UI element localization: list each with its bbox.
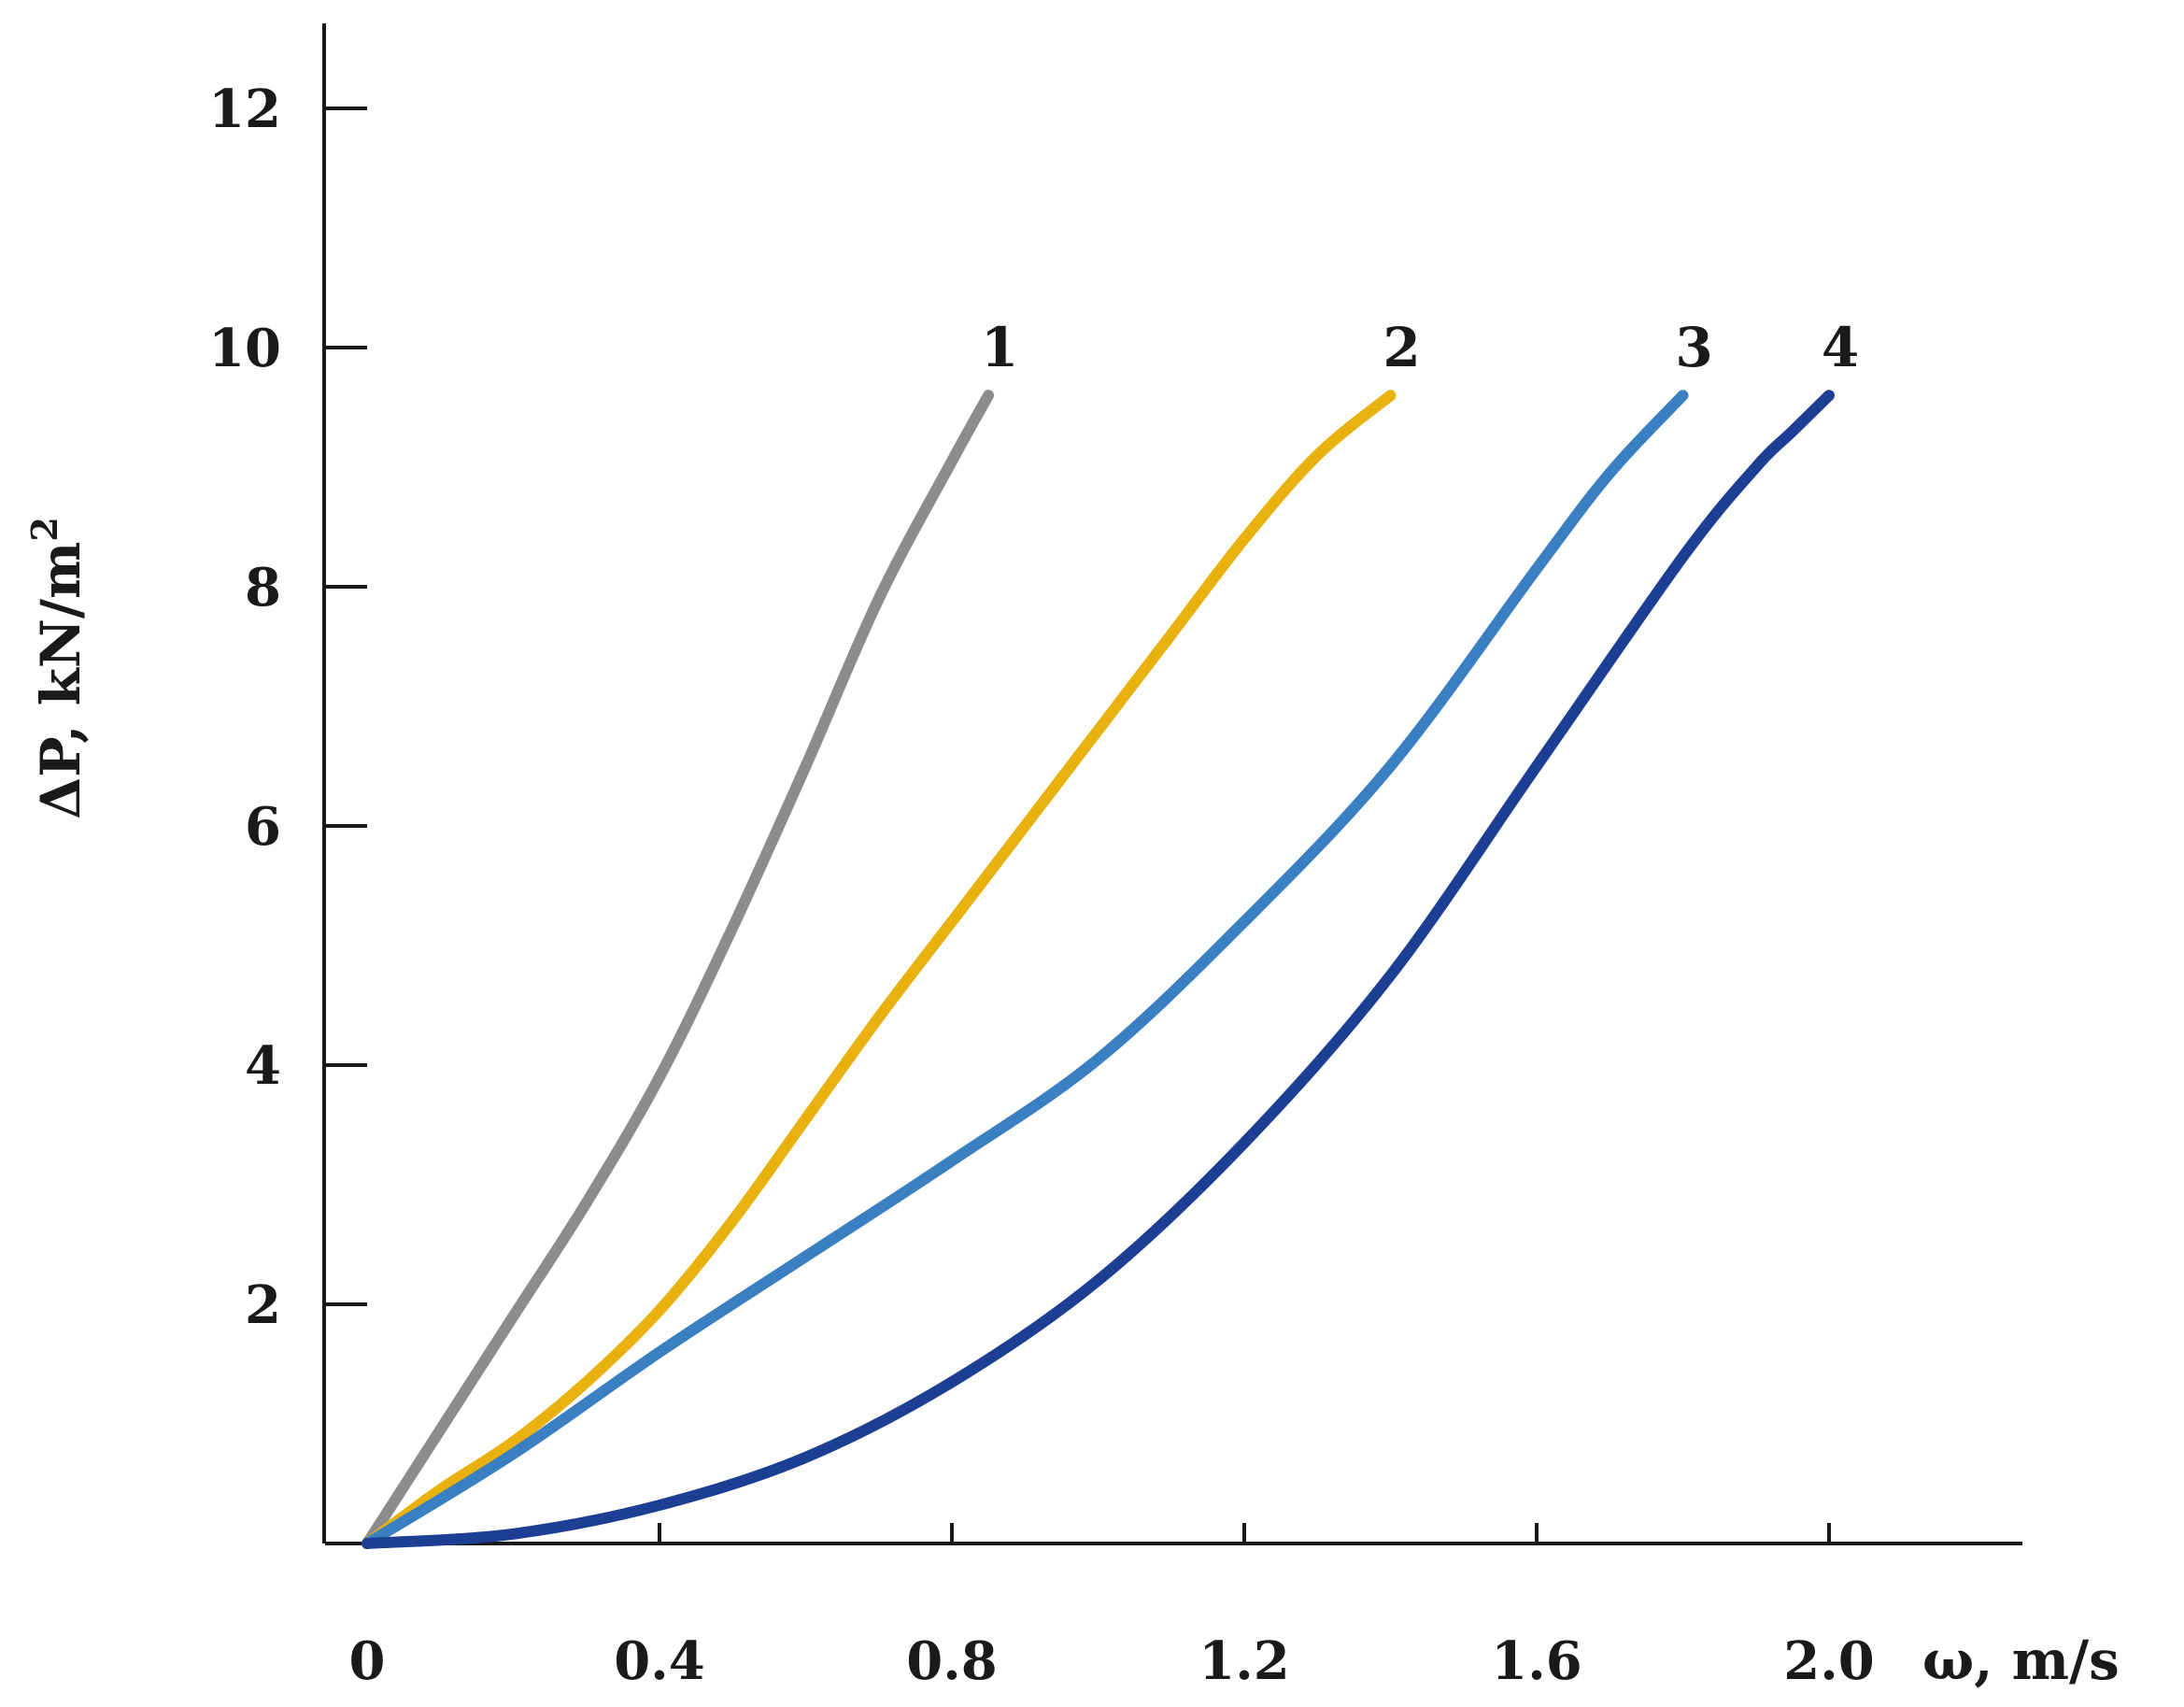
series-labels: 1 2 3 4	[981, 316, 1859, 379]
y-tick-label: 2	[245, 1274, 281, 1336]
series-line-3	[362, 390, 1689, 1549]
y-axis-title-text: ΔP, kN/m	[29, 542, 92, 819]
x-tick-label: 2.0	[1783, 1630, 1874, 1692]
x-tick-label: 1.6	[1491, 1630, 1581, 1692]
y-axis-title: ΔP, kN/m2	[23, 517, 92, 819]
x-tick-label: 1.2	[1198, 1630, 1289, 1692]
y-tick-label: 6	[245, 796, 281, 858]
y-tick-label: 8	[245, 557, 281, 619]
series-line-1	[362, 390, 995, 1549]
x-tick-label: 0	[349, 1630, 386, 1692]
series-label-1: 1	[981, 316, 1018, 379]
y-tick-label: 12	[208, 78, 281, 140]
series-line-2	[362, 390, 1397, 1549]
series-line-4	[362, 390, 1835, 1549]
y-tick-label: 10	[208, 318, 281, 379]
x-tick-label: 0.8	[906, 1630, 997, 1692]
x-tick-label: 0.4	[614, 1630, 704, 1692]
series-label-3: 3	[1675, 316, 1712, 379]
y-tick-label: 4	[245, 1035, 281, 1097]
x-axis-title: ω, m/s	[1922, 1629, 2120, 1692]
axes	[322, 23, 2022, 1545]
y-axis-title-superscript: 2	[23, 517, 65, 541]
series-lines	[362, 390, 1835, 1549]
series-label-2: 2	[1383, 316, 1420, 379]
series-label-4: 4	[1822, 316, 1859, 379]
